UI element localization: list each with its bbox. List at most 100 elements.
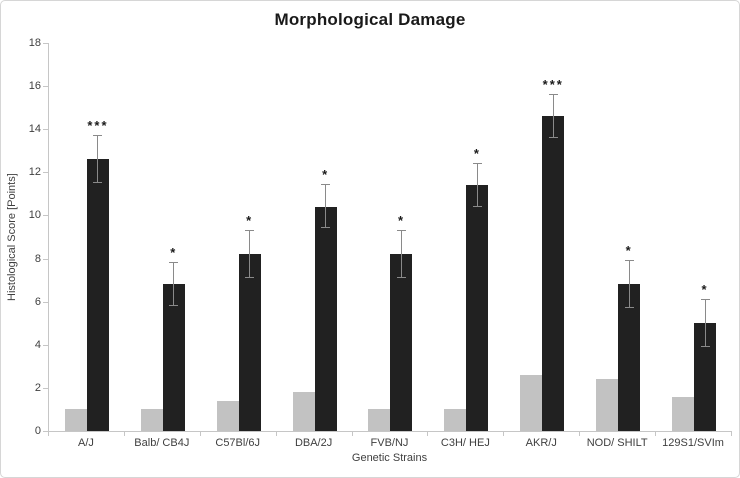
significance-label: * bbox=[473, 145, 481, 161]
error-bar-cap-bottom bbox=[472, 205, 482, 207]
x-tick-mark bbox=[503, 432, 505, 436]
bar-black bbox=[390, 254, 413, 431]
bar-gray bbox=[596, 379, 619, 431]
x-tick-label: FVB/NJ bbox=[370, 437, 409, 449]
x-tick-mark bbox=[731, 432, 732, 436]
error-bar-cap-top bbox=[396, 229, 406, 231]
x-tick-mark bbox=[427, 432, 429, 436]
bar-gray bbox=[368, 409, 391, 431]
error-bar-cap-top bbox=[93, 134, 103, 136]
bar-black bbox=[314, 206, 337, 431]
bar-black bbox=[86, 159, 109, 431]
significance-label: * bbox=[322, 167, 330, 183]
x-tick-mark bbox=[655, 432, 657, 436]
bar-black bbox=[542, 116, 565, 431]
significance-label: * bbox=[701, 281, 709, 297]
bar-group: *** bbox=[504, 43, 580, 431]
y-tick-mark bbox=[43, 86, 48, 88]
error-bar bbox=[628, 260, 630, 309]
x-tick-mark bbox=[579, 432, 581, 436]
y-tick-mark bbox=[43, 431, 48, 432]
error-bar-cap-top bbox=[548, 93, 558, 95]
y-tick-label: 10 bbox=[28, 209, 41, 222]
x-tick-label: C57Bl/6J bbox=[215, 437, 261, 449]
y-tick-mark bbox=[43, 301, 48, 303]
bar-group: * bbox=[656, 43, 732, 431]
y-axis-tick-labels: 0 2 4 6 8 10 12 14 16 18 bbox=[1, 37, 41, 437]
error-bar bbox=[249, 230, 251, 278]
bar-black bbox=[238, 254, 261, 431]
x-tick-label: DBA/2J bbox=[294, 437, 333, 449]
bar-gray bbox=[64, 409, 87, 431]
x-tick-mark bbox=[48, 432, 49, 436]
error-bar-cap-bottom bbox=[321, 227, 331, 229]
bar-group: * bbox=[353, 43, 429, 431]
x-tick-mark bbox=[275, 432, 277, 436]
bar-gray bbox=[444, 409, 467, 431]
x-tick-label: NOD/ SHILT bbox=[586, 437, 648, 449]
x-tick-label: AKR/J bbox=[525, 437, 557, 449]
error-bar bbox=[476, 163, 478, 207]
significance-label: * bbox=[170, 244, 178, 260]
chart-title: Morphological Damage bbox=[274, 10, 466, 29]
bar-group: * bbox=[201, 43, 277, 431]
bar-black bbox=[618, 284, 641, 431]
error-bar-cap-top bbox=[169, 261, 179, 263]
y-tick-label: 18 bbox=[28, 37, 41, 49]
x-axis-tick-labels: A/J Balb/ CB4J C57Bl/6J DBA/2J FVB/NJ C3H/ HE… bbox=[48, 437, 731, 451]
x-tick-label: Balb/ CB4J bbox=[134, 437, 190, 449]
significance-label: *** bbox=[87, 117, 109, 133]
bar-gray bbox=[216, 400, 239, 431]
bar-gray bbox=[140, 409, 163, 431]
y-tick-mark bbox=[43, 387, 48, 389]
bar-group: * bbox=[580, 43, 656, 431]
significance-label: * bbox=[246, 212, 254, 228]
plot-area: *** * * * * * *** * * bbox=[48, 43, 732, 432]
error-bar-cap-bottom bbox=[624, 307, 634, 309]
bar-black bbox=[466, 185, 489, 431]
significance-label: * bbox=[397, 212, 406, 228]
bar-group: *** bbox=[49, 43, 125, 431]
y-tick-mark bbox=[43, 172, 48, 174]
bar-group: * bbox=[277, 43, 353, 431]
y-tick-label: 12 bbox=[28, 166, 41, 179]
error-bar bbox=[173, 262, 175, 306]
y-tick-mark bbox=[43, 215, 48, 217]
y-tick-label: 6 bbox=[34, 295, 41, 308]
y-tick-label: 4 bbox=[34, 338, 41, 351]
significance-label: *** bbox=[542, 76, 564, 92]
error-bar bbox=[552, 94, 554, 138]
x-tick-mark bbox=[123, 432, 125, 436]
x-tick-label: 129S1/SVIm bbox=[662, 437, 724, 449]
y-tick-mark bbox=[43, 43, 48, 44]
bar-gray bbox=[520, 374, 543, 431]
error-bar-cap-top bbox=[624, 259, 634, 261]
y-tick-mark bbox=[43, 344, 48, 346]
y-tick-label: 8 bbox=[34, 252, 41, 265]
error-bar-cap-top bbox=[700, 298, 710, 300]
error-bar bbox=[704, 299, 706, 347]
error-bar-cap-bottom bbox=[700, 345, 710, 347]
bar-gray bbox=[672, 396, 695, 431]
x-tick-mark bbox=[199, 432, 201, 436]
error-bar-cap-top bbox=[472, 162, 482, 164]
error-bar-cap-top bbox=[321, 184, 331, 186]
x-tick-label: A/J bbox=[77, 437, 94, 449]
error-bar bbox=[325, 185, 327, 229]
error-bar-cap-bottom bbox=[548, 136, 558, 138]
error-bar bbox=[400, 230, 402, 278]
error-bar-cap-bottom bbox=[245, 276, 255, 278]
significance-label: * bbox=[625, 242, 633, 258]
bar-black bbox=[162, 284, 185, 431]
error-bar-cap-bottom bbox=[93, 182, 103, 184]
x-axis-title: Genetic Strains bbox=[351, 452, 428, 464]
y-tick-label: 0 bbox=[34, 425, 41, 437]
y-tick-label: 16 bbox=[28, 80, 41, 93]
y-tick-label: 14 bbox=[28, 123, 41, 136]
bar-group: * bbox=[125, 43, 201, 431]
bar-gray bbox=[292, 392, 315, 431]
y-tick-mark bbox=[43, 129, 48, 131]
y-tick-label: 2 bbox=[34, 381, 41, 394]
x-tick-label: C3H/ HEJ bbox=[440, 437, 490, 449]
